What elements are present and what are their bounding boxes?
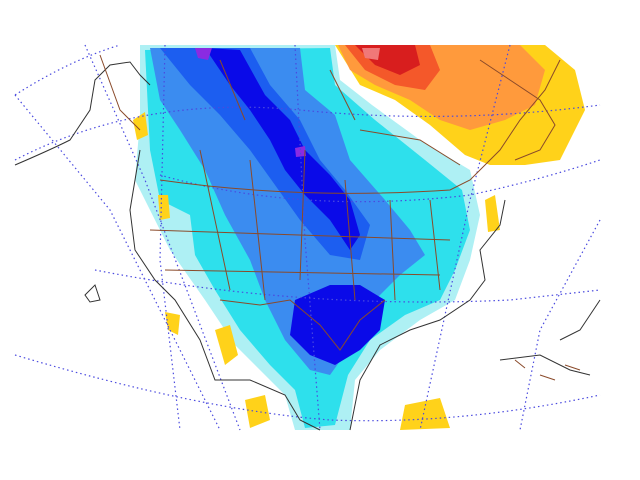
coastline bbox=[129, 149, 321, 431]
dark-blue-south bbox=[290, 285, 385, 365]
border bbox=[99, 54, 461, 166]
longitude-line bbox=[519, 219, 601, 431]
latitude-line bbox=[14, 104, 601, 161]
border bbox=[219, 299, 386, 351]
yellow-patch-east bbox=[485, 195, 500, 232]
pink-spot bbox=[362, 48, 380, 60]
border bbox=[479, 59, 556, 161]
dark-blue-swath bbox=[205, 48, 360, 250]
graticule bbox=[14, 44, 601, 431]
latitude-line bbox=[159, 159, 601, 203]
yellow-patch-baja bbox=[215, 325, 238, 365]
coastline bbox=[559, 299, 601, 341]
yellow-patch-sea bbox=[400, 398, 450, 430]
political-borders bbox=[99, 54, 581, 381]
border bbox=[149, 229, 451, 241]
coastline bbox=[349, 199, 506, 431]
anomaly-field bbox=[133, 45, 585, 430]
coastlines bbox=[14, 61, 601, 431]
purple-spot bbox=[195, 48, 212, 60]
latitude-line bbox=[94, 269, 601, 303]
border bbox=[159, 59, 561, 194]
coastline bbox=[499, 354, 591, 376]
purple-spot-2 bbox=[295, 146, 306, 157]
yellow-patch-mexico bbox=[245, 395, 270, 428]
border bbox=[514, 359, 581, 381]
longitude-line bbox=[159, 44, 181, 431]
border bbox=[199, 149, 441, 301]
yellow-patch-coast bbox=[158, 195, 170, 220]
yellow-patch-west bbox=[133, 112, 148, 140]
coastline bbox=[14, 61, 151, 166]
coastline bbox=[84, 284, 101, 303]
longitude-line bbox=[14, 94, 221, 431]
